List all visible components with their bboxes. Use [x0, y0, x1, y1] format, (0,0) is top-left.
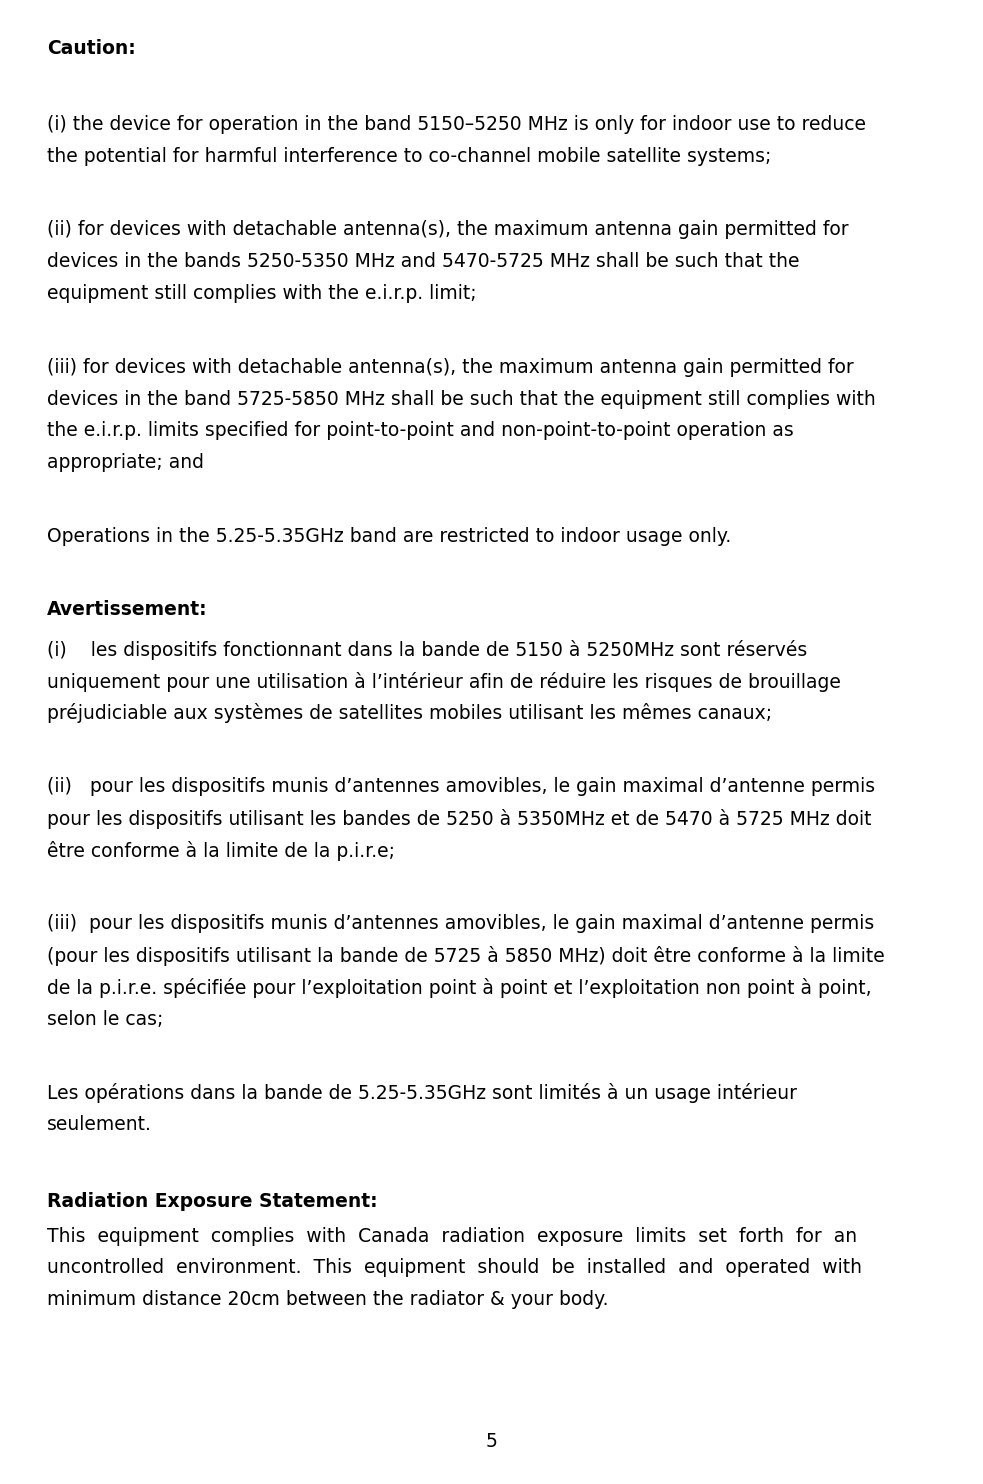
Text: Operations in the 5.25-5.35GHz band are restricted to indoor usage only.: Operations in the 5.25-5.35GHz band are … [47, 527, 731, 546]
Text: Caution:: Caution: [47, 39, 136, 58]
Text: de la p.i.r.e. spécifiée pour l’exploitation point à point et l’exploitation non: de la p.i.r.e. spécifiée pour l’exploita… [47, 978, 872, 997]
Text: Radiation Exposure Statement:: Radiation Exposure Statement: [47, 1192, 377, 1211]
Text: être conforme à la limite de la p.i.r.e;: être conforme à la limite de la p.i.r.e; [47, 840, 395, 861]
Text: pour les dispositifs utilisant les bandes de 5250 à 5350MHz et de 5470 à 5725 MH: pour les dispositifs utilisant les bande… [47, 809, 872, 828]
Text: the potential for harmful interference to co-channel mobile satellite systems;: the potential for harmful interference t… [47, 147, 772, 166]
Text: equipment still complies with the e.i.r.p. limit;: equipment still complies with the e.i.r.… [47, 283, 477, 303]
Text: devices in the bands 5250-5350 MHz and 5470-5725 MHz shall be such that the: devices in the bands 5250-5350 MHz and 5… [47, 252, 800, 272]
Text: devices in the band 5725-5850 MHz shall be such that the equipment still complie: devices in the band 5725-5850 MHz shall … [47, 389, 876, 408]
Text: (iii) for devices with detachable antenna(s), the maximum antenna gain permitted: (iii) for devices with detachable antenn… [47, 358, 854, 377]
Text: (pour les dispositifs utilisant la bande de 5725 à 5850 MHz) doit être conforme : (pour les dispositifs utilisant la bande… [47, 945, 885, 966]
Text: uncontrolled  environment.  This  equipment  should  be  installed  and  operate: uncontrolled environment. This equipment… [47, 1258, 862, 1278]
Text: the e.i.r.p. limits specified for point-to-point and non-point-to-point operatio: the e.i.r.p. limits specified for point-… [47, 421, 794, 441]
Text: (iii)  pour les dispositifs munis d’antennes amovibles, le gain maximal d’antenn: (iii) pour les dispositifs munis d’anten… [47, 914, 875, 933]
Text: 5: 5 [486, 1432, 497, 1451]
Text: uniquement pour une utilisation à l’intérieur afin de réduire les risques de bro: uniquement pour une utilisation à l’inté… [47, 671, 841, 692]
Text: (ii)   pour les dispositifs munis d’antennes amovibles, le gain maximal d’antenn: (ii) pour les dispositifs munis d’antenn… [47, 776, 875, 795]
Text: minimum distance 20cm between the radiator & your body.: minimum distance 20cm between the radiat… [47, 1290, 608, 1309]
Text: selon le cas;: selon le cas; [47, 1009, 163, 1028]
Text: Avertissement:: Avertissement: [47, 600, 207, 619]
Text: préjudiciable aux systèmes de satellites mobiles utilisant les mêmes canaux;: préjudiciable aux systèmes de satellites… [47, 703, 773, 723]
Text: Les opérations dans la bande de 5.25-5.35GHz sont limités à un usage intérieur: Les opérations dans la bande de 5.25-5.3… [47, 1083, 797, 1103]
Text: This  equipment  complies  with  Canada  radiation  exposure  limits  set  forth: This equipment complies with Canada radi… [47, 1226, 857, 1245]
Text: appropriate; and: appropriate; and [47, 453, 204, 472]
Text: seulement.: seulement. [47, 1114, 152, 1134]
Text: (i) the device for operation in the band 5150–5250 MHz is only for indoor use to: (i) the device for operation in the band… [47, 114, 866, 134]
Text: (ii) for devices with detachable antenna(s), the maximum antenna gain permitted : (ii) for devices with detachable antenna… [47, 220, 848, 239]
Text: (i)    les dispositifs fonctionnant dans la bande de 5150 à 5250MHz sont réservé: (i) les dispositifs fonctionnant dans la… [47, 640, 807, 659]
